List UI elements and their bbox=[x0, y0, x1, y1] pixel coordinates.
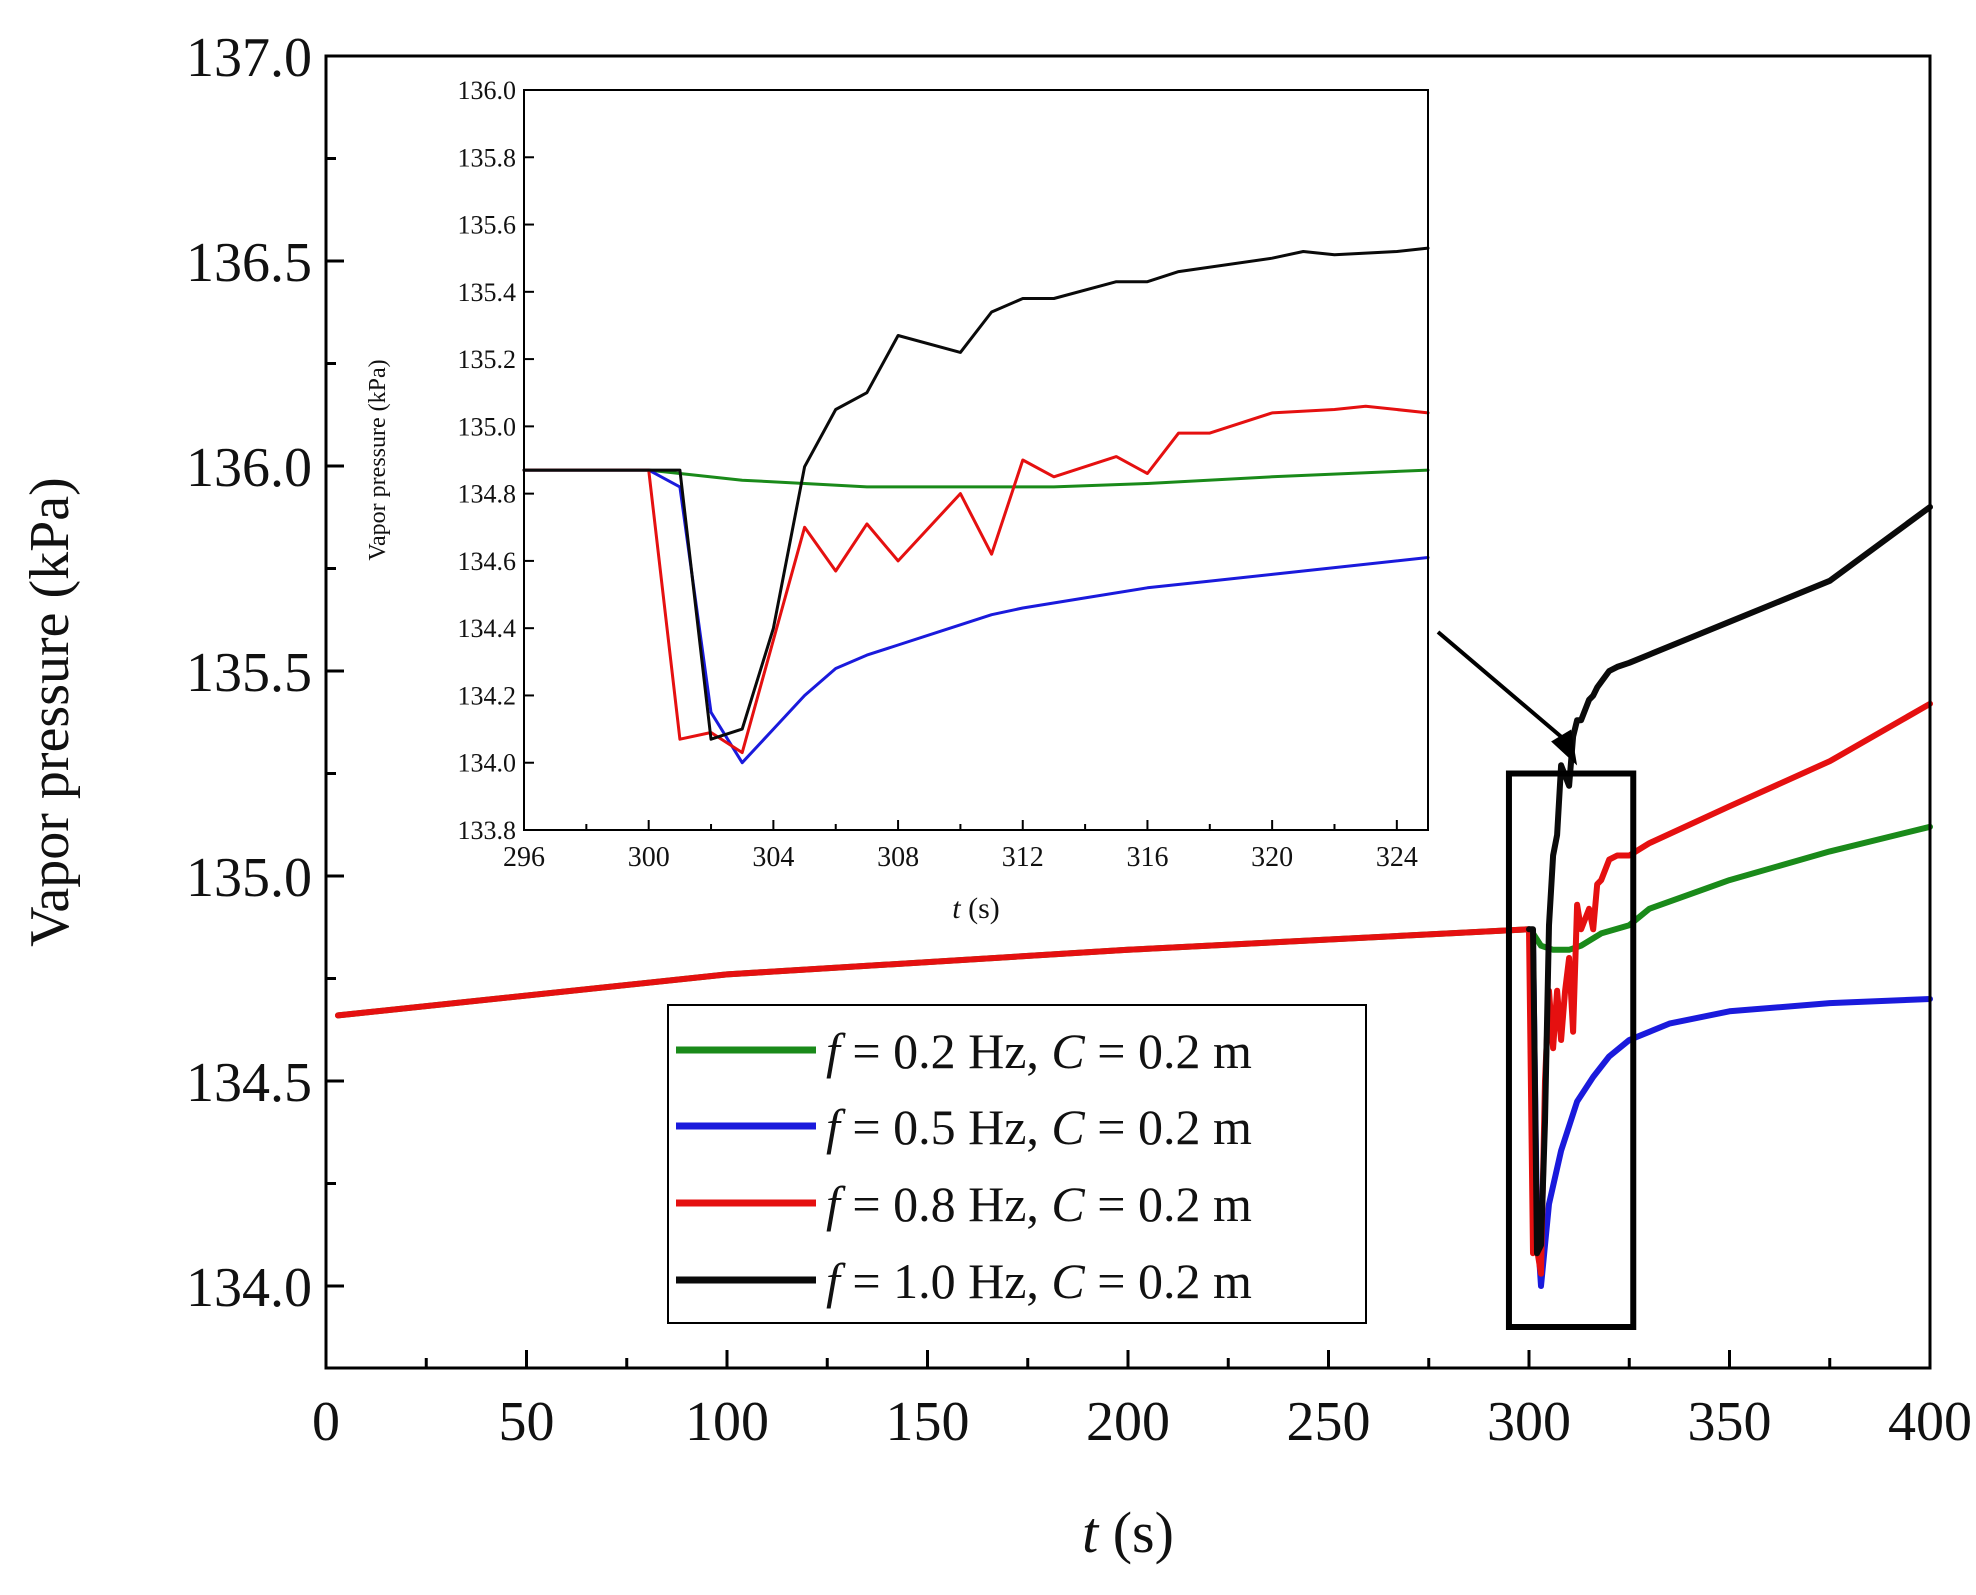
main-x-tick-label: 400 bbox=[1888, 1391, 1972, 1453]
main-x-tick-label: 300 bbox=[1487, 1391, 1571, 1453]
main-y-tick-label: 135.0 bbox=[186, 847, 312, 909]
main-x-tick-label: 250 bbox=[1287, 1391, 1371, 1453]
legend-label: f = 1.0 Hz, C = 0.2 m bbox=[826, 1253, 1252, 1309]
main-x-tick-label: 200 bbox=[1086, 1391, 1170, 1453]
arrow-head bbox=[1551, 729, 1578, 766]
inset-x-axis-unit: (s) bbox=[961, 892, 1000, 925]
inset-series-line-3 bbox=[522, 404, 1430, 755]
legend-label: f = 0.8 Hz, C = 0.2 m bbox=[826, 1176, 1252, 1232]
legend: f = 0.2 Hz, C = 0.2 m f = 0.5 Hz, C = 0.… bbox=[667, 1004, 1367, 1324]
inset-series-line-1 bbox=[522, 468, 1430, 489]
inset-y-tick-label: 134.4 bbox=[458, 614, 517, 643]
inset-y-tick-label: 135.4 bbox=[458, 278, 517, 307]
main-series-line-4 bbox=[1526, 504, 1933, 1257]
inset-series-line-2 bbox=[522, 468, 1430, 765]
inset-y-tick-label: 134.8 bbox=[458, 480, 517, 509]
main-x-axis-unit: (s) bbox=[1098, 1500, 1174, 1565]
inset-plot-frame bbox=[523, 89, 1429, 831]
main-y-tick-label: 136.5 bbox=[186, 232, 312, 294]
inset-y-tick-label: 135.6 bbox=[458, 211, 517, 240]
main-x-tick-label: 0 bbox=[312, 1391, 340, 1453]
legend-label: f = 0.5 Hz, C = 0.2 m bbox=[826, 1099, 1252, 1155]
inset-x-tick-label: 304 bbox=[752, 842, 794, 873]
legend-box bbox=[667, 1004, 1367, 1324]
main-x-tick-label: 350 bbox=[1688, 1391, 1772, 1453]
main-series-group bbox=[335, 504, 1933, 1289]
inset-plot: 296 300 304 308 312 316 320 324 133.8 134.0 134.2 1… bbox=[365, 76, 1430, 925]
inset-y-tick-label: 134.2 bbox=[458, 681, 517, 710]
zoom-box bbox=[1505, 770, 1637, 1330]
inset-series-line-4 bbox=[522, 246, 1430, 741]
main-x-axis-title: t (s) bbox=[1082, 1500, 1174, 1565]
legend-entry: f = 0.2 Hz, C = 0.2 m bbox=[676, 1023, 1252, 1079]
main-x-axis-var: t bbox=[1082, 1500, 1100, 1565]
inset-y-tick-label: 135.0 bbox=[458, 412, 517, 441]
inset-x-tick-label: 296 bbox=[503, 842, 545, 873]
inset-y-tick-label: 135.2 bbox=[458, 345, 517, 374]
zoom-region bbox=[1505, 770, 1637, 1330]
legend-entry: f = 0.5 Hz, C = 0.2 m bbox=[676, 1099, 1252, 1155]
inset-x-tick-label: 300 bbox=[628, 842, 670, 873]
main-plot: 0 50 100 150 200 250 300 350 400 134.0 134.5 135.0 1… bbox=[19, 27, 1972, 1565]
legend-label: f = 0.2 Hz, C = 0.2 m bbox=[826, 1023, 1252, 1079]
inset-y-tick-label: 133.8 bbox=[458, 816, 517, 845]
inset-x-axis-var: t bbox=[952, 892, 961, 925]
inset-y-axis-title: Vapor pressure (kPa) bbox=[365, 359, 391, 560]
inset-y-tick-label: 135.8 bbox=[458, 143, 517, 172]
main-x-tick-label: 50 bbox=[499, 1391, 555, 1453]
zoom-arrow bbox=[1436, 630, 1578, 766]
inset-y-tick-label: 136.0 bbox=[458, 76, 517, 105]
main-y-tick-label: 136.0 bbox=[186, 437, 312, 499]
inset-axis-ticks: 296 300 304 308 312 316 320 324 133.8 134.0 134.2 1… bbox=[458, 76, 1418, 873]
legend-entry: f = 1.0 Hz, C = 0.2 m bbox=[676, 1253, 1252, 1309]
inset-x-axis-title: t (s) bbox=[952, 892, 1000, 925]
main-y-axis-title: Vapor pressure (kPa) bbox=[19, 477, 81, 947]
legend-entry: f = 0.8 Hz, C = 0.2 m bbox=[676, 1176, 1252, 1232]
inset-x-tick-label: 324 bbox=[1376, 842, 1418, 873]
inset-x-tick-label: 312 bbox=[1002, 842, 1044, 873]
main-y-tick-label: 135.5 bbox=[186, 642, 312, 704]
inset-y-tick-label: 134.0 bbox=[458, 749, 517, 778]
main-y-tick-label: 134.0 bbox=[186, 1257, 312, 1319]
main-x-tick-label: 100 bbox=[685, 1391, 769, 1453]
main-axis-ticks: 0 50 100 150 200 250 300 350 400 134.0 134.5 135.0 1… bbox=[186, 27, 1972, 1453]
main-x-tick-label: 150 bbox=[886, 1391, 970, 1453]
main-y-tick-label: 137.0 bbox=[186, 27, 312, 89]
inset-x-tick-label: 316 bbox=[1126, 842, 1168, 873]
main-y-tick-label: 134.5 bbox=[186, 1052, 312, 1114]
inset-series-group bbox=[522, 246, 1430, 765]
inset-x-tick-label: 320 bbox=[1251, 842, 1293, 873]
inset-background bbox=[524, 90, 1428, 830]
inset-x-tick-label: 308 bbox=[877, 842, 919, 873]
arrow-shaft bbox=[1436, 630, 1571, 746]
inset-y-tick-label: 134.6 bbox=[458, 547, 517, 576]
